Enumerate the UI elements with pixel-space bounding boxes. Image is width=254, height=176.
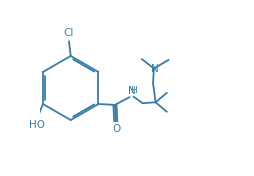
Text: H: H [130, 86, 137, 95]
Text: HO: HO [29, 120, 45, 130]
Text: Cl: Cl [63, 28, 73, 38]
Text: N: N [151, 64, 159, 74]
Text: O: O [112, 124, 120, 134]
Text: N: N [128, 86, 136, 96]
